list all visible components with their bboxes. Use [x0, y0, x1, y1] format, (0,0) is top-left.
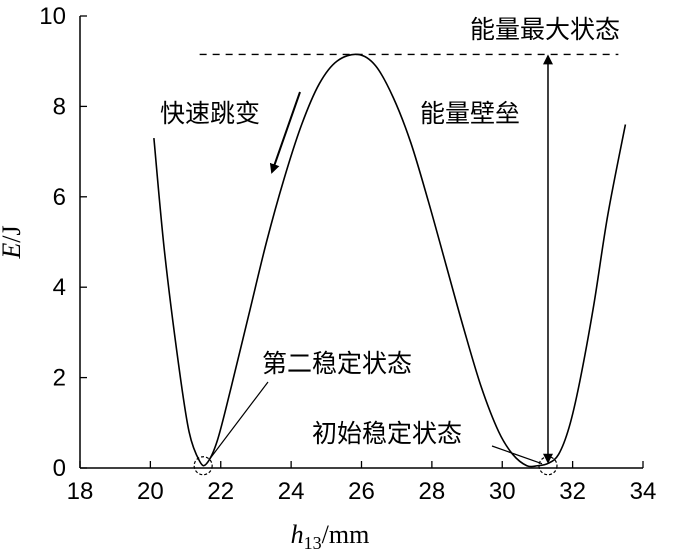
x-ticks: 18 20 22 24 26 28 30 32 34 — [67, 461, 657, 505]
y-tick-label: 6 — [53, 184, 66, 211]
x-tick-label: 26 — [348, 478, 375, 505]
y-tick-label: 8 — [53, 93, 66, 120]
max-energy-state-label: 能量最大状态 — [470, 15, 620, 44]
y-tick-label: 10 — [39, 3, 66, 30]
y-tick-label: 2 — [53, 365, 66, 392]
initial-stable-state-label: 初始稳定状态 — [312, 419, 462, 448]
y-axis-unit: /J — [0, 225, 26, 242]
fast-jump-label: 快速跳变 — [160, 99, 260, 128]
x-tick-label: 30 — [489, 478, 516, 505]
energy-curve-series — [153, 53, 627, 468]
x-axis-var: h — [291, 520, 304, 549]
y-ticks: 0 2 4 6 8 10 — [39, 3, 87, 482]
x-axis-unit: /mm — [322, 520, 370, 549]
x-tick-label: 18 — [67, 478, 94, 505]
energy-barrier-label: 能量壁垒 — [420, 99, 520, 128]
second-stable-point-marker — [193, 456, 213, 476]
x-tick-label: 22 — [207, 478, 234, 505]
x-tick-label: 24 — [278, 478, 305, 505]
y-axis-var: E — [0, 243, 26, 260]
x-tick-label: 34 — [630, 478, 657, 505]
x-axis-sub: 13 — [304, 533, 322, 553]
initial-stable-leader-line — [491, 445, 543, 465]
y-axis-title: E/J — [0, 225, 26, 259]
y-tick-label: 0 — [53, 455, 66, 482]
x-tick-label: 28 — [419, 478, 446, 505]
second-stable-leader-line — [208, 381, 269, 461]
second-stable-state-label: 第二稳定状态 — [262, 349, 412, 378]
x-tick-label: 20 — [137, 478, 164, 505]
x-axis-title: h13/mm — [291, 520, 370, 553]
x-tick-label: 32 — [559, 478, 586, 505]
y-tick-label: 4 — [53, 274, 66, 301]
fast-jump-arrow — [269, 91, 301, 174]
